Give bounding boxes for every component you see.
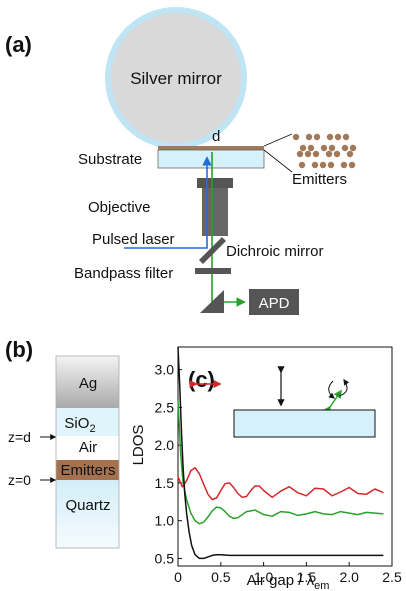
bandpass-filter-label: Bandpass filter	[74, 265, 173, 282]
emitter-dot	[304, 150, 312, 158]
x-tick-label: 2.0	[339, 569, 359, 585]
layer-sio2	[56, 408, 119, 436]
layer-quartz-label: Quartz	[65, 497, 110, 514]
dichroic-mirror-label: Dichroic mirror	[226, 243, 324, 260]
substrate-slab	[157, 149, 265, 169]
zoom-line-top	[263, 133, 293, 147]
objective-lens	[197, 178, 233, 236]
pulsed-laser-beam	[124, 156, 212, 249]
x-tick-label: 1.5	[297, 569, 317, 585]
layer-sio2-label: SiO2	[64, 415, 95, 435]
substrate-label: Substrate	[78, 151, 142, 168]
emitter-dot	[346, 150, 354, 158]
emitter-dot	[341, 144, 349, 152]
orientation-inset	[189, 366, 376, 438]
bandpass-filter	[195, 268, 231, 274]
emitter-dot	[296, 150, 304, 158]
layer-emitters-label: Emitters	[60, 462, 115, 479]
y-axis-label: LDOS	[130, 425, 147, 466]
emitter-dot	[320, 144, 328, 152]
emitter-dot	[349, 144, 357, 152]
series-line-perpendicular	[177, 346, 384, 560]
y-axis-ticks: 0.5 1.0 1.5 2.0 2.5 3.0	[155, 362, 182, 566]
emitter-dot	[305, 133, 313, 141]
ldos-series	[177, 346, 384, 560]
emitter-dot	[312, 150, 320, 158]
x-tick-label: 0.5	[211, 569, 231, 585]
plot-frame	[177, 346, 393, 567]
y-tick-label: 1.0	[155, 513, 175, 529]
layer-quartz	[56, 480, 119, 548]
emitter-dot	[292, 133, 300, 141]
fold-mirror	[200, 290, 224, 313]
y-tick-label: 3.0	[155, 362, 175, 378]
emitter-dot	[311, 161, 319, 169]
apd-label: APD	[259, 295, 290, 312]
emitter-dot	[313, 133, 321, 141]
layer-air-label: Air	[79, 439, 97, 456]
layer-ag-label: Ag	[79, 375, 97, 392]
pulsed-laser-label: Pulsed laser	[92, 231, 175, 248]
stack-outline	[55, 355, 120, 549]
emitter-dot	[299, 144, 307, 152]
emitter-dot	[342, 133, 350, 141]
x-axis-label: Air gap / λem	[247, 572, 330, 591]
emitter-dot	[334, 133, 342, 141]
gap-d-label: d	[212, 128, 220, 145]
panel-a-label: (a)	[5, 32, 32, 57]
inset-substrate	[233, 409, 376, 438]
panel-c: (c) LDOS Air gap / λem 0.5 1.0 1.5 2.0 2.5 3.…	[130, 346, 402, 591]
panel-b-label: (b)	[5, 337, 33, 362]
series-line-parallel	[177, 467, 384, 501]
substrate-emitter-layer	[158, 146, 264, 150]
layer-emitters	[56, 460, 119, 480]
panel-a: (a) Silver mirror d Substrate Emitters O…	[5, 7, 357, 315]
y-tick-label: 0.5	[155, 550, 175, 566]
emitter-dots	[292, 133, 357, 169]
emitter-dot	[319, 161, 327, 169]
x-axis-ticks: 0 0.5 1.0 1.5 2.0 2.5	[174, 562, 402, 585]
isotropic-dipole-icon	[322, 379, 350, 415]
emitter-dot	[326, 133, 334, 141]
z-0-label: z=0	[8, 472, 31, 488]
emitter-dot	[333, 150, 341, 158]
objective-label: Objective	[88, 199, 151, 216]
z-d-label: z=d	[8, 429, 31, 445]
emitter-dot	[327, 161, 335, 169]
dichroic-mirror	[199, 237, 226, 264]
layer-air	[56, 436, 119, 460]
layer-ag	[56, 356, 119, 408]
zoom-line-bottom	[263, 149, 293, 173]
emitter-dot	[348, 161, 356, 169]
emitters-label: Emitters	[292, 171, 347, 188]
panel-b: (b) Ag SiO2 Air Emitters Quartz z=d z=0	[5, 337, 120, 549]
apd-box	[249, 289, 299, 315]
emitter-dot	[325, 150, 333, 158]
x-tick-label: 2.5	[382, 569, 402, 585]
emitter-dot	[298, 161, 306, 169]
series-line-isotropic	[177, 399, 384, 525]
panel-c-label: (c)	[188, 367, 215, 392]
emitter-dot	[340, 161, 348, 169]
emitter-dot	[328, 144, 336, 152]
silver-mirror-label: Silver mirror	[130, 69, 222, 88]
x-tick-label: 1.0	[254, 569, 274, 585]
y-tick-label: 2.0	[155, 437, 175, 453]
y-tick-label: 2.5	[155, 399, 175, 415]
x-tick-label: 0	[174, 569, 182, 585]
y-tick-label: 1.5	[155, 475, 175, 491]
emitter-dot	[307, 144, 315, 152]
